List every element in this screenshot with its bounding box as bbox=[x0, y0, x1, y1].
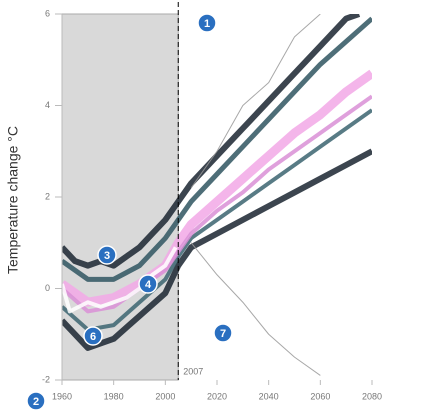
marker: 3 bbox=[97, 245, 117, 265]
marker-label: 3 bbox=[104, 250, 110, 262]
series-line bbox=[62, 69, 372, 307]
shade bbox=[61, 13, 179, 381]
x-tick-label: 2020 bbox=[207, 391, 227, 401]
marker-dot bbox=[138, 274, 158, 294]
marker-dot bbox=[26, 391, 46, 411]
marker-dot bbox=[197, 13, 217, 33]
marker-label: 7 bbox=[220, 328, 226, 340]
marker-label: 2 bbox=[33, 396, 39, 408]
x-tick-label: 2000 bbox=[155, 391, 175, 401]
marker-label: 4 bbox=[145, 279, 152, 291]
marker-dot bbox=[83, 326, 103, 346]
y-tick-label: 0 bbox=[45, 283, 50, 293]
x-tick-label: 2060 bbox=[310, 391, 330, 401]
marker: 7 bbox=[213, 323, 233, 343]
lines bbox=[62, 14, 372, 376]
y-tick-label: -2 bbox=[42, 374, 50, 384]
marker-dot bbox=[97, 245, 117, 265]
marker: 6 bbox=[83, 326, 103, 346]
marker-dot bbox=[213, 323, 233, 343]
series-line bbox=[62, 94, 372, 314]
x-tick-label: 2040 bbox=[259, 391, 279, 401]
x-tick-label: 1980 bbox=[104, 391, 124, 401]
x-tick-label: 2080 bbox=[362, 391, 382, 401]
marker: 2 bbox=[26, 391, 46, 411]
series-line bbox=[62, 148, 372, 351]
divider-label: 2007 bbox=[183, 366, 203, 376]
x-tick-label: 1960 bbox=[52, 391, 72, 401]
marker: 4 bbox=[138, 274, 158, 294]
y-tick-label: 4 bbox=[45, 100, 50, 110]
marker: 1 bbox=[197, 13, 217, 33]
marker-label: 1 bbox=[204, 18, 210, 30]
series-line bbox=[62, 246, 178, 314]
series-line bbox=[190, 242, 321, 376]
series-line bbox=[190, 14, 321, 189]
series-line bbox=[62, 108, 372, 332]
series-line bbox=[62, 16, 372, 282]
y-axis-label: Temperature change °C bbox=[5, 126, 21, 274]
marker-label: 6 bbox=[90, 331, 96, 343]
series-line bbox=[62, 14, 361, 269]
y-tick-label: 6 bbox=[45, 8, 50, 18]
y-tick-label: 2 bbox=[45, 191, 50, 201]
